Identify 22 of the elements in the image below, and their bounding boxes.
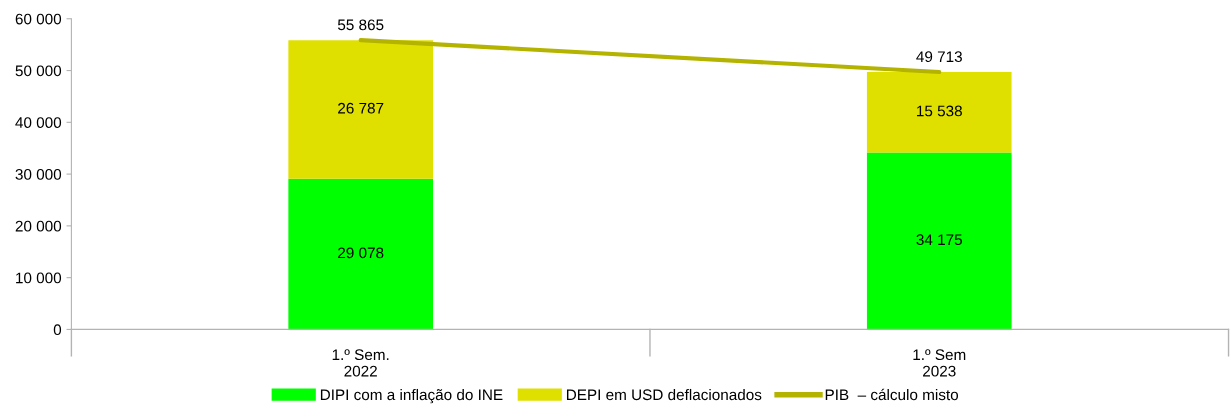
- y-tick-label: 30 000: [15, 168, 62, 180]
- data-label: 29 078: [338, 247, 384, 259]
- bar: [866, 152, 1012, 330]
- data-label: 34 175: [916, 234, 962, 246]
- data-label: 26 787: [338, 102, 384, 114]
- y-tick-label: 40 000: [15, 117, 62, 129]
- legend-label: PIB – cálculo misto: [825, 388, 959, 401]
- bar: [288, 40, 433, 179]
- y-tick-label: 10 000: [16, 272, 62, 284]
- y-tick-label: 50 000: [15, 65, 62, 77]
- legend-label: DIPI com a inflação do INE: [320, 388, 503, 404]
- y-tick-label: 60 000: [15, 13, 62, 25]
- data-label: 55 865: [337, 19, 384, 31]
- y-tick-label: 0: [53, 324, 62, 336]
- y-tick-label: 20 000: [15, 220, 62, 232]
- legend-label: DEPI em USD deflacionados: [566, 388, 762, 401]
- bar: [866, 72, 1012, 153]
- x-tick-label: 1.º Sem 2023: [913, 349, 966, 377]
- data-label: 49 713: [916, 51, 962, 63]
- x-tick-label: 1.º Sem. 2022: [332, 349, 389, 377]
- bar: [288, 178, 433, 330]
- data-label: 15 538: [917, 105, 962, 117]
